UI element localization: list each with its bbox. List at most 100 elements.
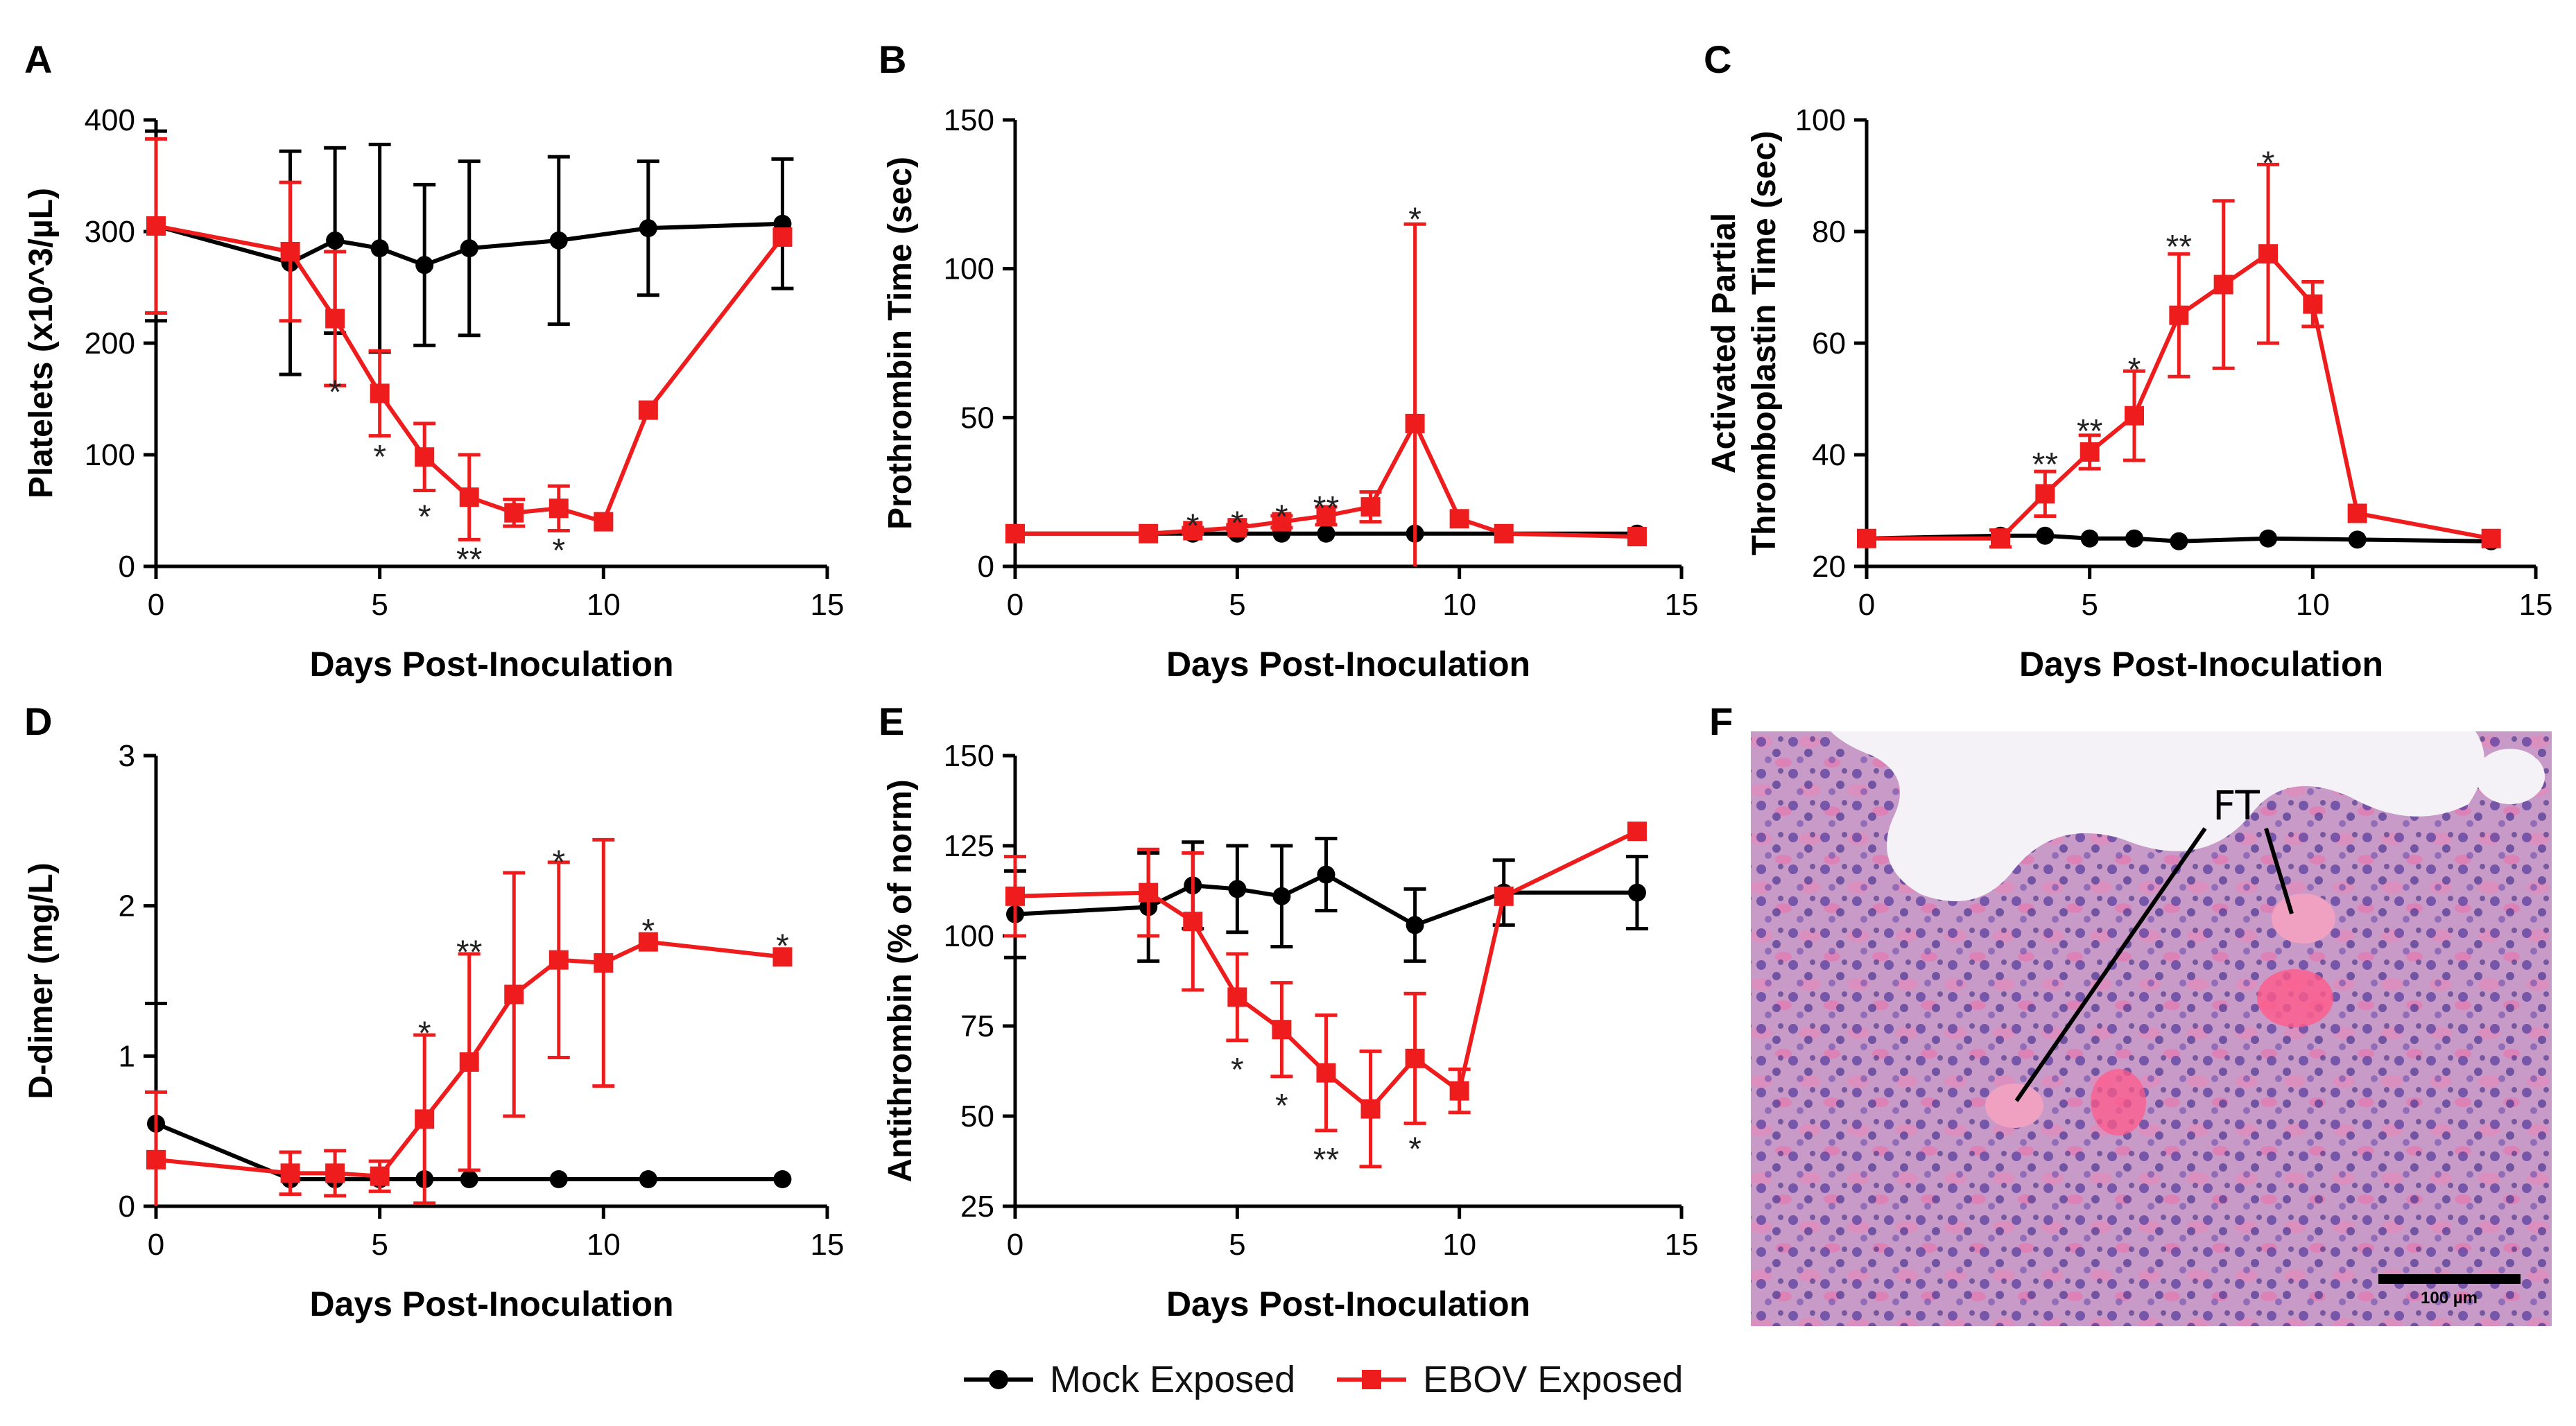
y-tick-label: 50 — [960, 401, 994, 435]
y-tick-label: 0 — [119, 1190, 135, 1224]
panel-letter-f: F — [1709, 699, 1733, 743]
y-tick-label: 20 — [1812, 550, 1846, 584]
x-axis-label: Days Post-Inoculation — [1166, 1285, 1530, 1323]
data-point-ebov — [1005, 523, 1025, 544]
ft-pointer-line-2 — [2264, 828, 2294, 914]
legend-label-ebov: EBOV Exposed — [1423, 1359, 1684, 1400]
data-point-ebov — [280, 241, 300, 261]
legend-label-mock: Mock Exposed — [1050, 1359, 1296, 1400]
y-tick-label: 300 — [85, 215, 135, 249]
data-point-ebov — [459, 487, 479, 507]
panel-e: E 0 5 10 15 25 50 75 100 125 150 Days Post-Inoculat… — [879, 699, 1698, 1323]
y-tick-label: 50 — [960, 1099, 994, 1133]
x-tick-label: 10 — [1442, 1228, 1476, 1262]
x-tick-label: 0 — [1007, 1228, 1023, 1262]
significance-marker: ** — [1313, 490, 1339, 527]
data-point-ebov — [370, 383, 390, 403]
y-tick-label: 3 — [119, 739, 135, 773]
x-tick-label: 10 — [1442, 588, 1476, 622]
data-point-ebov — [1316, 506, 1336, 526]
x-tick-label: 0 — [148, 588, 164, 622]
data-point-ebov — [772, 227, 793, 247]
data-point-mock — [2348, 530, 2367, 549]
data-point-ebov — [772, 947, 793, 967]
significance-marker: * — [1408, 201, 1421, 238]
y-tick-label: 1 — [119, 1039, 135, 1073]
data-point-mock — [2036, 526, 2055, 545]
data-point-ebov — [415, 1109, 435, 1129]
significance-marker: * — [418, 1015, 431, 1052]
data-point-mock — [326, 231, 345, 250]
significance-marker: * — [373, 439, 386, 476]
data-point-mock — [415, 256, 434, 275]
x-tick-label: 0 — [1858, 588, 1875, 622]
data-point-ebov — [548, 950, 569, 970]
data-point-ebov — [1405, 413, 1425, 433]
y-axis-label: D-dimer (mg/L) — [23, 862, 60, 1099]
significance-marker: * — [1408, 1131, 1421, 1168]
x-tick-label: 15 — [2519, 588, 2553, 622]
x-tick-label: 5 — [1229, 588, 1245, 622]
histology-lumen-small — [2475, 749, 2545, 804]
data-point-ebov — [1183, 912, 1203, 932]
data-point-mock — [1627, 883, 1646, 902]
data-point-mock — [639, 1170, 657, 1188]
y-axis-label: Antithrombin (% of norm) — [882, 779, 919, 1182]
data-point-ebov — [1139, 523, 1159, 544]
data-point-mock — [2080, 529, 2099, 548]
data-point-mock — [1272, 887, 1291, 905]
x-tick-label: 15 — [811, 1228, 845, 1262]
y-tick-label: 100 — [85, 438, 135, 472]
ft-label: FT — [2213, 782, 2260, 829]
significance-marker: * — [642, 913, 655, 950]
x-tick-label: 0 — [1007, 588, 1023, 622]
legend-swatch-mock — [964, 1370, 1033, 1389]
data-point-ebov — [2169, 305, 2189, 325]
significance-marker: ** — [2032, 446, 2058, 483]
y-tick-label: 75 — [960, 1009, 994, 1043]
y-tick-label: 25 — [960, 1190, 994, 1224]
data-point-ebov — [1272, 512, 1292, 532]
data-point-ebov — [1627, 821, 1647, 842]
data-point-ebov — [1449, 1081, 1469, 1101]
y-axis-label: Platelets (x10^3/µL) — [23, 188, 60, 498]
significance-marker: ** — [456, 934, 482, 971]
data-point-ebov — [1227, 518, 1247, 538]
data-point-ebov — [2481, 528, 2501, 548]
data-point-ebov — [594, 512, 614, 532]
x-tick-label: 10 — [2296, 588, 2330, 622]
data-point-ebov — [1991, 528, 2010, 548]
data-point-ebov — [1405, 1048, 1425, 1068]
data-point-ebov — [504, 503, 524, 523]
legend-item-mock: Mock Exposed — [964, 1358, 1295, 1401]
data-point-mock — [460, 1170, 478, 1188]
data-point-ebov — [2035, 484, 2055, 504]
data-point-ebov — [1272, 1020, 1292, 1040]
data-point-ebov — [2258, 244, 2278, 264]
panel-a: A 0 5 10 15 0 100 200 300 400 Days Post-Inoculatio… — [23, 37, 844, 684]
data-point-mock — [2259, 529, 2277, 548]
significance-marker: * — [1186, 508, 1200, 545]
legend-swatch-ebov — [1337, 1370, 1407, 1389]
histology-lumen — [1831, 731, 2484, 901]
data-point-ebov — [1316, 1063, 1336, 1083]
data-point-ebov — [2080, 442, 2100, 462]
y-tick-label: 150 — [944, 103, 994, 137]
data-point-mock — [639, 219, 657, 238]
fibrin-thrombus-4 — [2091, 1069, 2146, 1136]
fibrin-thrombus-3 — [2257, 969, 2333, 1027]
panel-letter-b: B — [879, 37, 906, 81]
data-point-ebov — [280, 1163, 300, 1183]
significance-marker: * — [776, 928, 789, 965]
data-point-ebov — [2347, 503, 2367, 523]
data-point-ebov — [504, 984, 524, 1005]
data-point-ebov — [2303, 294, 2323, 314]
data-point-ebov — [146, 216, 166, 236]
x-tick-label: 5 — [1229, 1228, 1245, 1262]
x-tick-label: 15 — [1665, 1228, 1699, 1262]
data-point-ebov — [325, 308, 345, 329]
significance-marker: ** — [456, 541, 482, 578]
significance-marker: ** — [2166, 229, 2192, 266]
panel-f: FT 100 µm F — [1709, 699, 2552, 1326]
x-tick-label: 5 — [371, 588, 388, 622]
